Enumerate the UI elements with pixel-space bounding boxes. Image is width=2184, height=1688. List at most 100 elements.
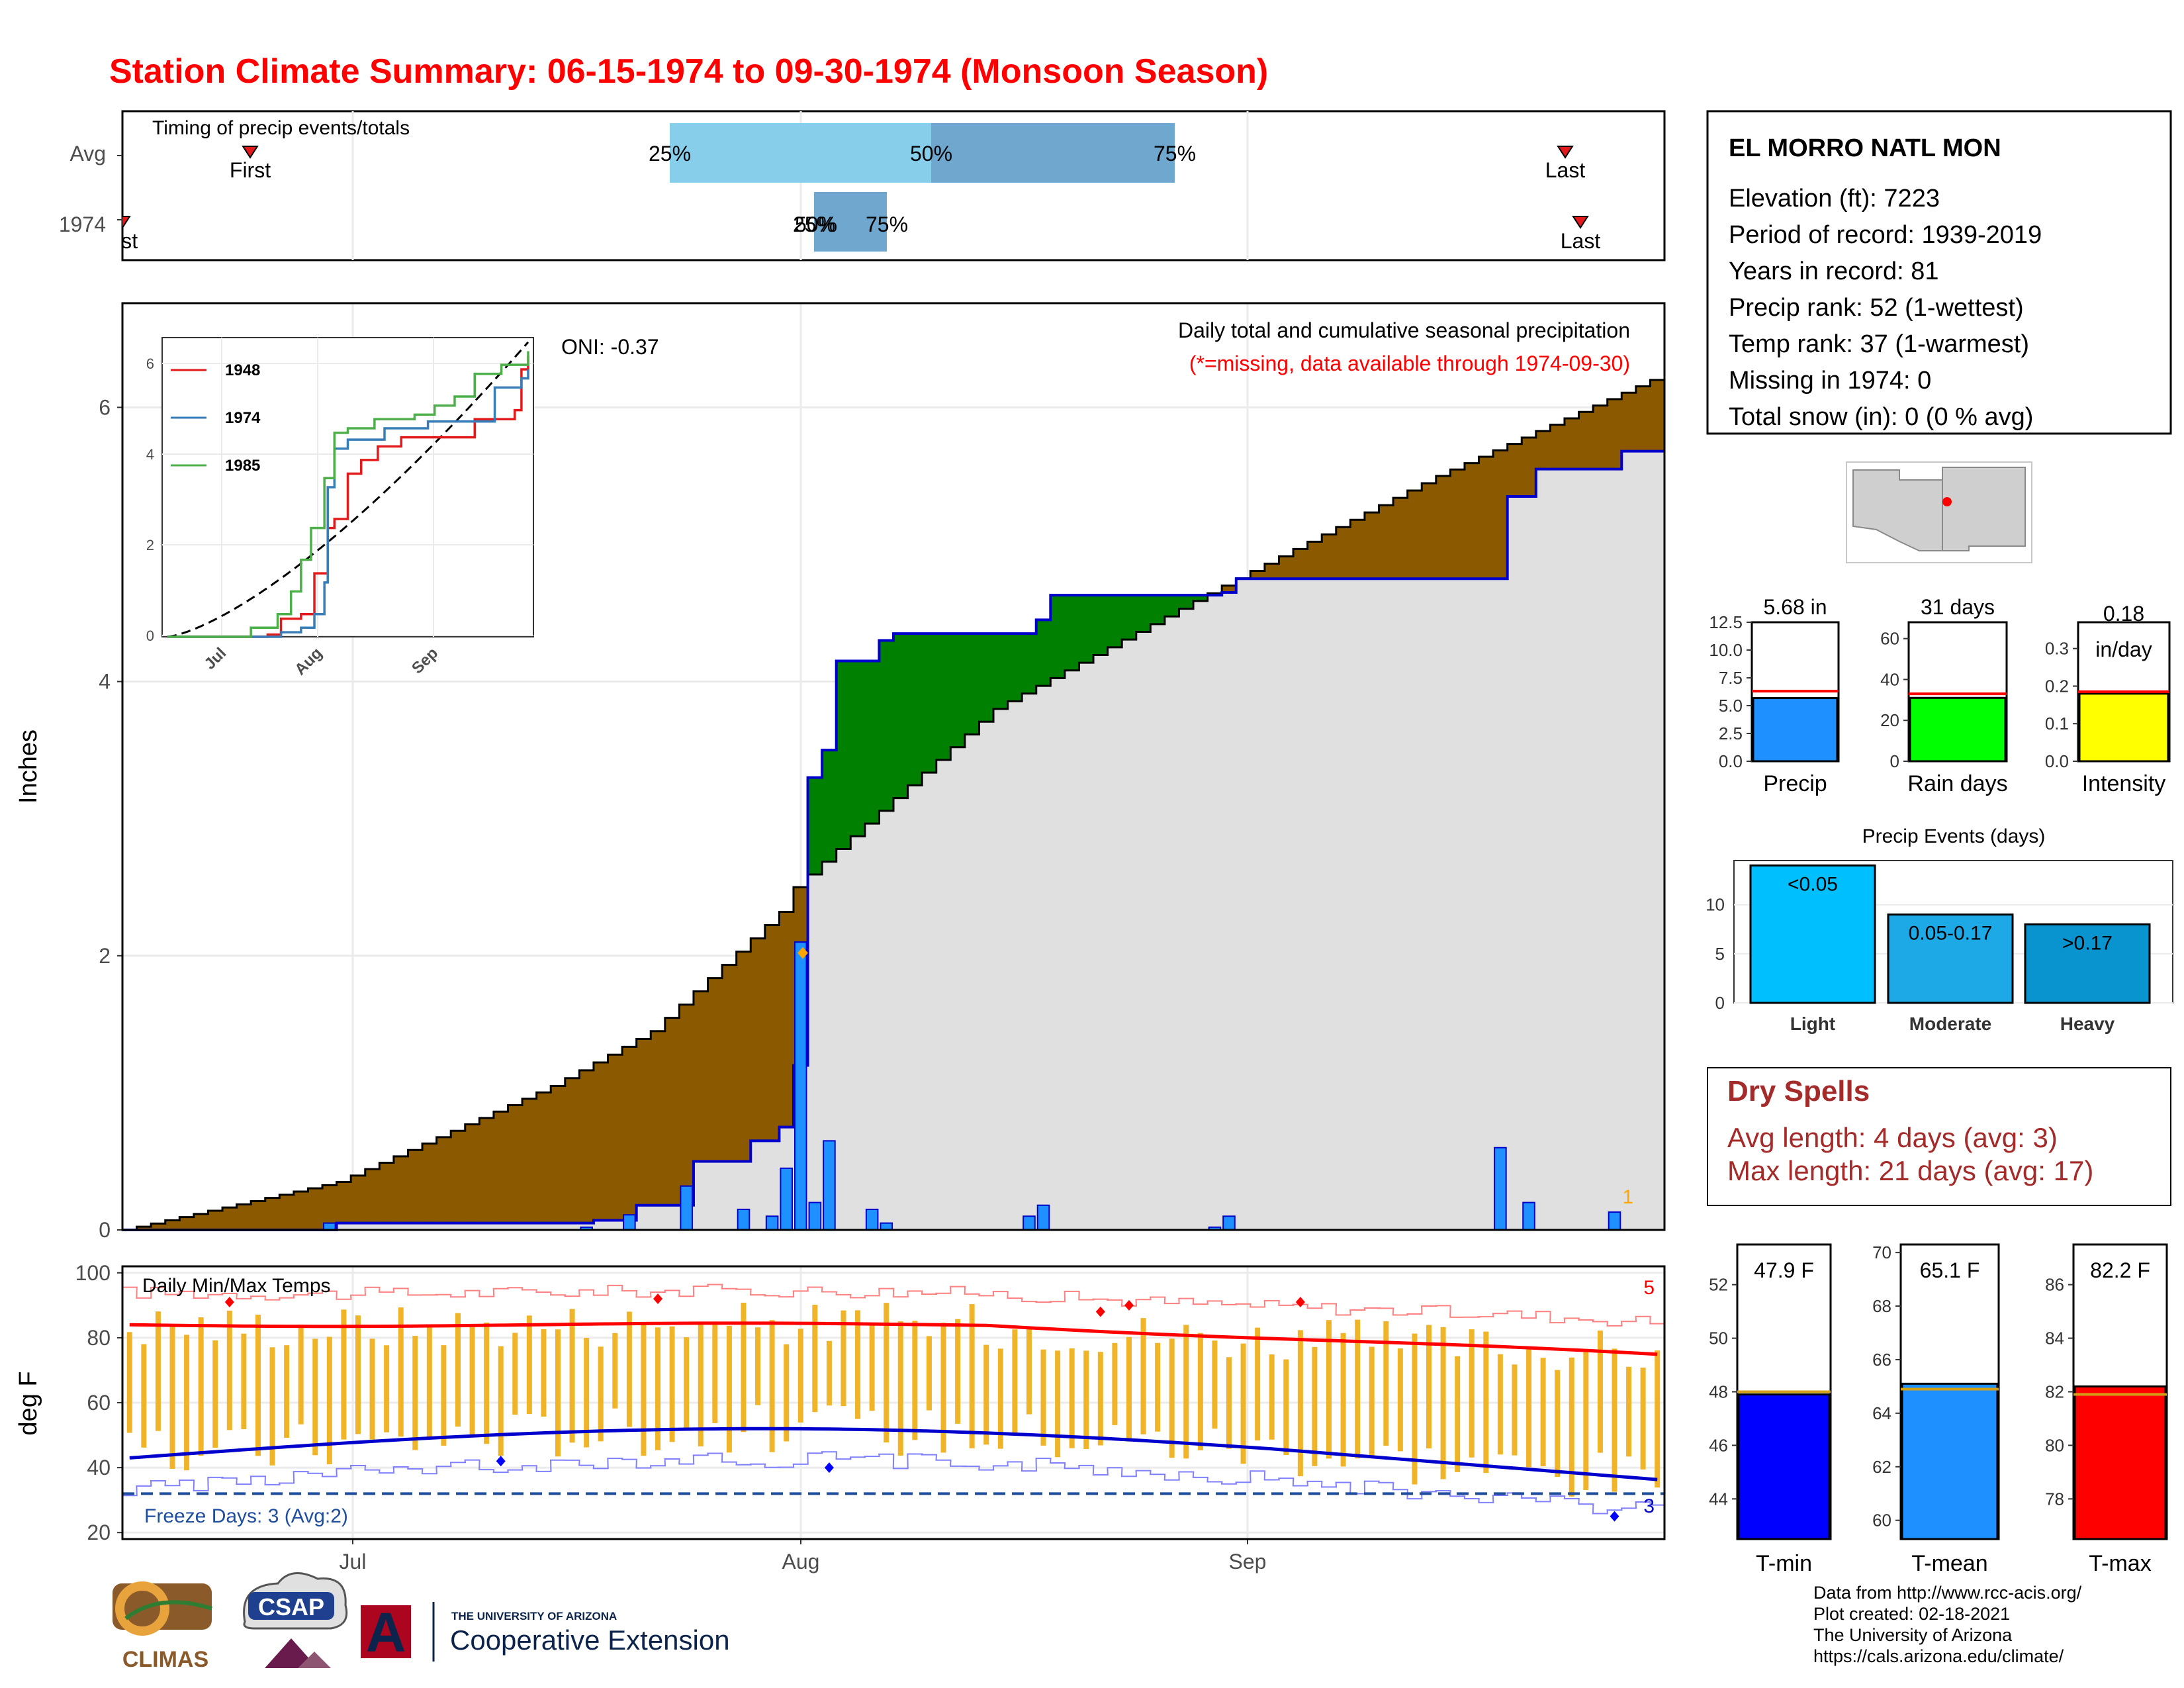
temp-summary-tick: 62 — [1872, 1457, 1891, 1477]
average-max-line — [129, 1321, 1658, 1356]
plot-frame — [121, 302, 1666, 1231]
timing-label: Timing of precip events/totals — [152, 117, 410, 139]
hot-days-count: 5 — [1643, 1277, 1655, 1299]
daily-temp-range — [912, 1321, 918, 1440]
daily-precip-bar — [1522, 1201, 1535, 1231]
daily-temp-range — [155, 1311, 161, 1431]
daily-temp-range — [741, 1302, 747, 1432]
daily-temp-range — [698, 1322, 704, 1447]
daily-temp-range — [1526, 1346, 1532, 1468]
temps-label: Daily Min/Max Temps — [142, 1275, 331, 1297]
daily-temp-range — [1212, 1340, 1218, 1429]
credit-line: Plot created: 02-18-2021 — [1813, 1604, 2011, 1624]
temp-frame — [121, 1265, 1666, 1540]
legend-label: 1985 — [225, 457, 260, 475]
x-tick-label: Jul — [340, 1550, 367, 1573]
avg-p50: 50% — [910, 142, 952, 165]
daily-temp-range — [169, 1325, 175, 1469]
summary-tick: 0.0 — [2045, 751, 2069, 771]
daily-precip-bar — [737, 1208, 751, 1231]
daily-temp-range — [412, 1336, 418, 1450]
daily-temp-range — [126, 1332, 132, 1433]
summary-label: Precip — [1763, 771, 1827, 796]
record-high-marker — [1124, 1299, 1134, 1311]
daily-temp-range — [855, 1310, 861, 1419]
summary-value: 5.68 in — [1763, 595, 1827, 619]
station-detail: Temp rank: 37 (1-warmest) — [1729, 330, 2029, 358]
station-detail: Precip rank: 52 (1-wettest) — [1729, 294, 2024, 322]
station-detail: Missing in 1974: 0 — [1729, 367, 1931, 395]
record-low-marker — [496, 1456, 506, 1467]
page-title: Station Climate Summary: 06-15-1974 to 0… — [109, 52, 1268, 91]
1974-25-75-bar — [814, 192, 887, 252]
x-tick-label: Sep — [1229, 1550, 1267, 1573]
timing-clipped: First — [122, 216, 138, 253]
daily-precip-bar — [780, 1167, 793, 1231]
1974-p50: 50% — [795, 212, 837, 236]
daily-temp-range — [326, 1336, 332, 1465]
y-tick-label: 0 — [99, 1218, 111, 1242]
daily-temp-range — [826, 1340, 832, 1406]
daily-temp-range — [212, 1340, 218, 1448]
temp-summary-tick: 50 — [1709, 1329, 1728, 1348]
daily-temp-range — [1483, 1331, 1489, 1474]
summary-tick: 60 — [1880, 629, 1899, 649]
station-detail: Years in record: 81 — [1729, 258, 1939, 285]
temp-summary-tick: 64 — [1872, 1403, 1891, 1423]
temp-summary-label: T-max — [2089, 1551, 2151, 1576]
daily-temp-range — [1326, 1320, 1332, 1459]
precip-summary-bars: 0.0 2.5 5.0 7.5 10.0 12.5 5.68 in Precip 0 20 40 60… — [1709, 595, 2171, 796]
daily-temp-range — [455, 1313, 461, 1427]
avg-25-50-bar — [670, 123, 931, 183]
temp-bar-2 — [2073, 1385, 2167, 1540]
station-info-box: EL MORRO NATL MON Elevation (ft): 7223 Pe… — [1706, 110, 2172, 435]
climas-logo-text: CLIMAS — [122, 1647, 208, 1672]
summary-bar-0 — [1752, 697, 1839, 763]
event-bar-label: 0.05-0.17 — [1909, 923, 1993, 945]
daily-temp-range — [797, 1329, 803, 1423]
daily-temp-range — [255, 1315, 261, 1456]
average-cumulative-line — [122, 379, 1664, 1231]
daily-temp-range — [1097, 1352, 1103, 1446]
daily-temp-range — [997, 1348, 1003, 1449]
daily-temp-range — [612, 1333, 618, 1409]
climas-logo: CLIMAS — [113, 1581, 212, 1672]
daily-temp-range — [184, 1335, 190, 1471]
daily-temp-range — [1340, 1333, 1346, 1467]
summary-bar-1 — [1909, 696, 2007, 763]
events-tick: 0 — [1715, 993, 1725, 1013]
ua-name: THE UNIVERSITY OF ARIZONA — [451, 1610, 617, 1622]
1974-last-marker — [1572, 216, 1589, 229]
temp-summary-tick: 70 — [1872, 1243, 1891, 1262]
inset-y-tick: 0 — [146, 628, 154, 644]
daily-temp-range — [1583, 1352, 1589, 1490]
avg-p75: 75% — [1154, 142, 1196, 165]
temp-summary-value: 65.1 F — [1920, 1258, 1980, 1282]
daily-temp-range — [1540, 1358, 1546, 1467]
daily-temp-range — [355, 1315, 361, 1434]
daily-temp-range — [1055, 1350, 1061, 1458]
daily-temp-range — [755, 1327, 761, 1405]
daily-temp-range — [955, 1319, 961, 1424]
inset-y-tick: 4 — [146, 446, 154, 463]
y-tick-label: 100 — [75, 1261, 111, 1285]
inset-series-1985 — [167, 351, 529, 638]
daily-temp-range — [341, 1309, 347, 1440]
avg-50-75-bar — [931, 123, 1175, 183]
events-tick: 5 — [1715, 944, 1725, 964]
daily-temp-range — [1569, 1357, 1574, 1497]
university-of-arizona-logo: A THE UNIVERSITY OF ARIZONA Cooperative … — [361, 1601, 730, 1664]
daily-temp-range — [1440, 1327, 1446, 1479]
daily-temp-range — [897, 1321, 903, 1456]
daily-temp-range — [1626, 1366, 1632, 1457]
daily-temp-range — [384, 1345, 390, 1432]
temp-summary-value: 47.9 F — [1754, 1258, 1814, 1282]
daily-temp-range — [1597, 1331, 1603, 1453]
daily-temp-range — [569, 1309, 575, 1443]
event-category: Light — [1790, 1013, 1835, 1034]
daily-temp-range — [1412, 1333, 1418, 1485]
station-detail: Period of record: 1939-2019 — [1729, 221, 2042, 249]
avg-last: Last — [1545, 158, 1586, 182]
temp-bar-0 — [1737, 1393, 1831, 1540]
